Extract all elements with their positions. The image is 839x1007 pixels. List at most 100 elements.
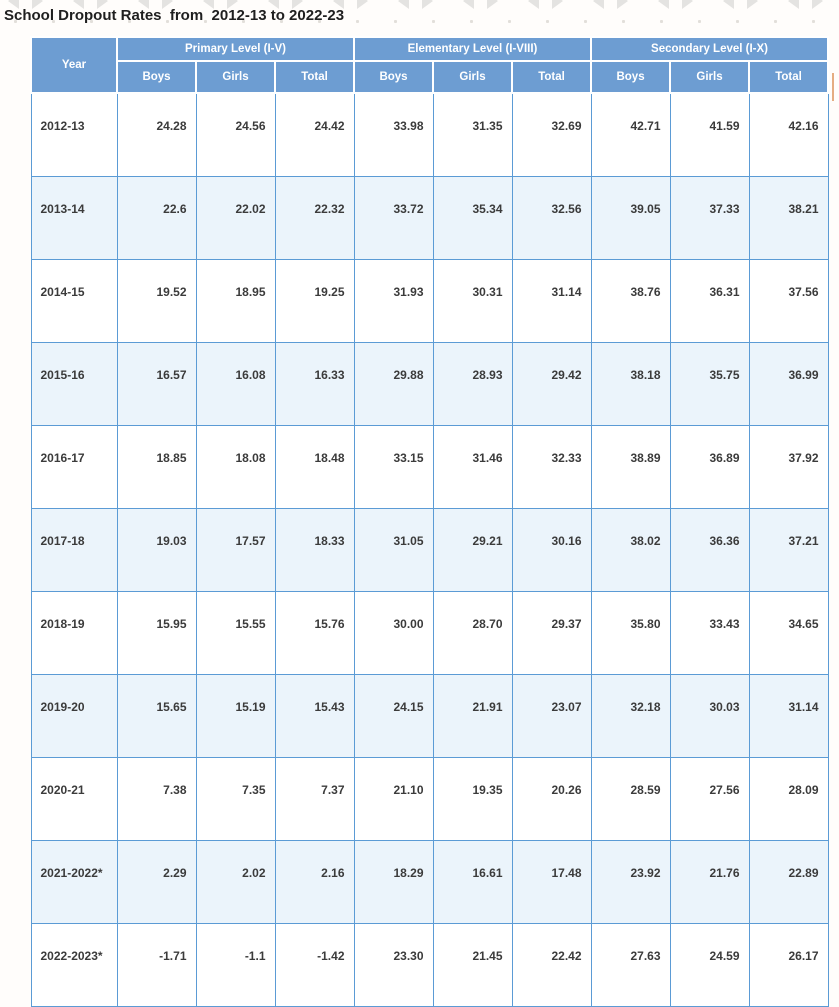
value-cell: 16.57 xyxy=(116,342,197,426)
group-header-2: Secondary Level (I-X) xyxy=(590,36,830,62)
value-cell: 16.08 xyxy=(195,342,276,426)
value-cell: 24.59 xyxy=(669,923,750,1007)
value-cell: 38.02 xyxy=(590,508,671,592)
value-cell: 33.98 xyxy=(353,92,434,177)
value-cell: 18.48 xyxy=(274,425,355,509)
dot-icon xyxy=(812,20,815,23)
value-cell: 22.6 xyxy=(116,176,197,260)
value-cell: 7.37 xyxy=(274,757,355,841)
value-cell: 30.31 xyxy=(432,259,513,343)
chevron-right-icon xyxy=(747,0,758,9)
value-cell: -1.42 xyxy=(274,923,355,1007)
sub-header-girls: Girls xyxy=(669,60,751,94)
sub-header-boys: Boys xyxy=(353,60,434,94)
year-cell: 2015-16 xyxy=(30,342,118,426)
value-cell: 36.36 xyxy=(669,508,750,592)
table-row: 2016-17 18.85 18.08 18.48 33.15 31.46 32.33 38.… xyxy=(30,425,829,509)
chevron-left-icon xyxy=(593,0,604,9)
value-cell: 37.21 xyxy=(748,508,829,592)
value-cell: 28.70 xyxy=(432,591,513,675)
value-cell: 19.52 xyxy=(116,259,197,343)
value-cell: 21.10 xyxy=(353,757,434,841)
dot-icon xyxy=(774,20,777,23)
table-row: 2014-15 19.52 18.95 19.25 31.93 30.31 31.14 38.… xyxy=(30,259,829,343)
value-cell: 24.15 xyxy=(353,674,434,758)
value-cell: 2.02 xyxy=(195,840,276,924)
chevron-left-icon xyxy=(528,0,539,9)
value-cell: 37.33 xyxy=(669,176,750,260)
sub-header-total: Total xyxy=(748,60,830,94)
value-cell: 35.34 xyxy=(432,176,513,260)
chevron-left-icon xyxy=(723,0,734,9)
value-cell: 16.33 xyxy=(274,342,355,426)
value-cell: 39.05 xyxy=(590,176,671,260)
value-cell: 15.19 xyxy=(195,674,276,758)
value-cell: 18.29 xyxy=(353,840,434,924)
value-cell: 32.33 xyxy=(511,425,592,509)
dot-icon xyxy=(356,20,359,23)
value-cell: 33.15 xyxy=(353,425,434,509)
chevron-right-icon xyxy=(812,0,823,9)
value-cell: 38.76 xyxy=(590,259,671,343)
value-cell: 22.89 xyxy=(748,840,829,924)
value-cell: 19.25 xyxy=(274,259,355,343)
value-cell: 18.85 xyxy=(116,425,197,509)
value-cell: 35.80 xyxy=(590,591,671,675)
value-cell: 26.17 xyxy=(748,923,829,1007)
value-cell: 23.07 xyxy=(511,674,592,758)
value-cell: 7.35 xyxy=(195,757,276,841)
value-cell: 29.88 xyxy=(353,342,434,426)
year-cell: 2012-13 xyxy=(30,92,118,177)
value-cell: 30.16 xyxy=(511,508,592,592)
value-cell: -1.71 xyxy=(116,923,197,1007)
value-cell: 29.21 xyxy=(432,508,513,592)
value-cell: 42.16 xyxy=(748,92,829,177)
value-cell: 36.99 xyxy=(748,342,829,426)
dot-icon xyxy=(546,20,549,23)
value-cell: 15.43 xyxy=(274,674,355,758)
sub-header-total: Total xyxy=(510,60,593,94)
value-cell: 31.14 xyxy=(511,259,592,343)
year-cell: 2020-21 xyxy=(30,757,118,841)
value-cell: 35.75 xyxy=(669,342,750,426)
value-cell: 15.76 xyxy=(274,591,355,675)
value-cell: 23.92 xyxy=(590,840,671,924)
year-cell: 2016-17 xyxy=(30,425,118,509)
value-cell: 24.28 xyxy=(116,92,197,177)
table-row: 2017-18 19.03 17.57 18.33 31.05 29.21 30.16 38.… xyxy=(30,508,829,592)
chevron-left-icon xyxy=(658,0,669,9)
value-cell: 29.42 xyxy=(511,342,592,426)
value-cell: 32.69 xyxy=(511,92,592,177)
value-cell: 24.56 xyxy=(195,92,276,177)
value-cell: 23.30 xyxy=(353,923,434,1007)
value-cell: -1.1 xyxy=(195,923,276,1007)
value-cell: 37.92 xyxy=(748,425,829,509)
value-cell: 31.05 xyxy=(353,508,434,592)
table-row: 2015-16 16.57 16.08 16.33 29.88 28.93 29.42 38.… xyxy=(30,342,829,426)
value-cell: 22.42 xyxy=(511,923,592,1007)
chevron-right-icon xyxy=(682,0,693,9)
value-cell: 33.72 xyxy=(353,176,434,260)
value-cell: 21.76 xyxy=(669,840,750,924)
value-cell: 21.45 xyxy=(432,923,513,1007)
group-header-1: Elementary Level (I-VIII) xyxy=(352,36,593,62)
year-cell: 2021-2022* xyxy=(30,840,118,924)
table-row: 2012-13 24.28 24.56 24.42 33.98 31.35 32.69 42.… xyxy=(30,92,829,177)
sub-header-girls: Girls xyxy=(432,60,513,94)
page-title: School Dropout Rates from 2012-13 to 202… xyxy=(4,7,345,24)
value-cell: 2.29 xyxy=(116,840,197,924)
chevron-right-icon xyxy=(552,0,563,9)
value-cell: 42.71 xyxy=(590,92,671,177)
dot-icon xyxy=(470,20,473,23)
value-cell: 21.91 xyxy=(432,674,513,758)
value-cell: 18.08 xyxy=(195,425,276,509)
value-cell: 28.59 xyxy=(590,757,671,841)
value-cell: 34.65 xyxy=(748,591,829,675)
value-cell: 31.46 xyxy=(432,425,513,509)
value-cell: 18.33 xyxy=(274,508,355,592)
chevron-left-icon xyxy=(788,0,799,9)
value-cell: 27.63 xyxy=(590,923,671,1007)
dot-icon xyxy=(508,20,511,23)
chevron-right-icon xyxy=(487,0,498,9)
year-cell: 2018-19 xyxy=(30,591,118,675)
